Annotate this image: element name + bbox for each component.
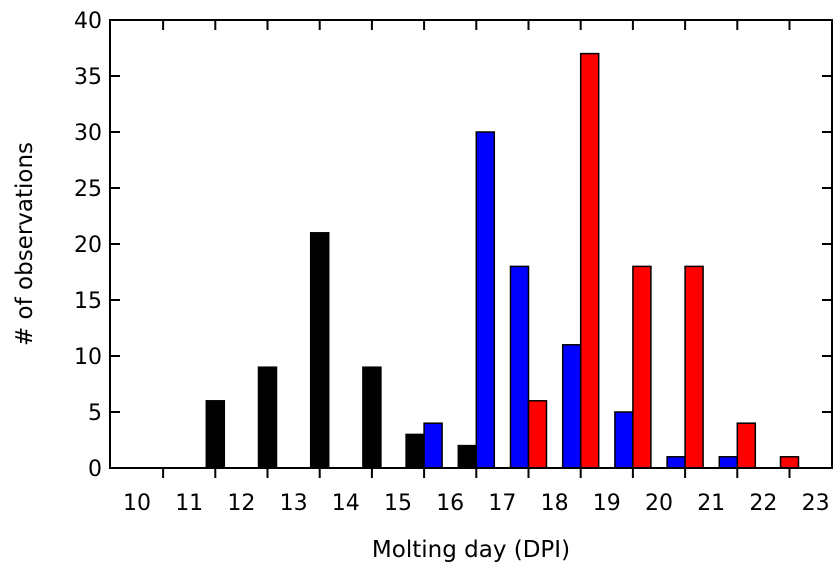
x-tick-label: 20 bbox=[645, 491, 673, 516]
x-tick-label: 17 bbox=[488, 491, 516, 516]
x-tick-label: 15 bbox=[384, 491, 412, 516]
x-tick-label: 11 bbox=[175, 491, 203, 516]
x-axis-title: Molting day (DPI) bbox=[372, 537, 570, 563]
y-tick-label: 15 bbox=[74, 289, 102, 314]
bar bbox=[309, 232, 330, 469]
bar bbox=[475, 131, 496, 469]
bar bbox=[632, 265, 652, 469]
x-tick-label: 14 bbox=[332, 491, 360, 516]
bar bbox=[736, 422, 757, 469]
bar bbox=[457, 444, 478, 469]
bar bbox=[423, 422, 443, 469]
bar bbox=[527, 400, 548, 469]
bar bbox=[614, 411, 634, 469]
x-tick-label: 18 bbox=[541, 491, 569, 516]
x-tick-label: 16 bbox=[436, 491, 464, 516]
bar bbox=[718, 456, 739, 469]
y-tick-label: 10 bbox=[74, 345, 102, 370]
y-tick-label: 40 bbox=[74, 9, 102, 34]
x-tick-label: 12 bbox=[227, 491, 255, 516]
bar bbox=[779, 456, 800, 469]
bar bbox=[579, 52, 600, 469]
bar bbox=[405, 433, 425, 469]
y-tick-label: 0 bbox=[88, 457, 102, 482]
y-tick-label: 20 bbox=[74, 233, 102, 258]
x-tick-label: 13 bbox=[280, 491, 308, 516]
y-tick-label: 25 bbox=[74, 177, 102, 202]
y-axis-ticks: 0 5 10 15 20 25 30 35 40 bbox=[74, 9, 832, 482]
plot-area bbox=[110, 20, 832, 468]
bar bbox=[362, 366, 382, 469]
y-tick-label: 35 bbox=[74, 65, 102, 90]
bar bbox=[561, 344, 582, 469]
bar bbox=[205, 400, 226, 469]
plot-frame bbox=[109, 19, 833, 469]
y-tick-label: 5 bbox=[88, 401, 102, 426]
y-axis-title: # of observations bbox=[12, 142, 38, 346]
x-axis-ticks: 10 11 12 13 14 15 16 17 18 19 20 21 22 23 bbox=[123, 20, 830, 516]
x-tick-label: 22 bbox=[749, 491, 777, 516]
bar bbox=[666, 456, 686, 469]
bar bbox=[684, 265, 704, 469]
y-tick-label: 30 bbox=[74, 121, 102, 146]
bar bbox=[509, 265, 530, 469]
x-tick-label: 10 bbox=[123, 491, 151, 516]
x-tick-label: 21 bbox=[697, 491, 725, 516]
x-tick-label: 23 bbox=[802, 491, 830, 516]
bar bbox=[257, 366, 278, 469]
x-tick-label: 19 bbox=[593, 491, 621, 516]
